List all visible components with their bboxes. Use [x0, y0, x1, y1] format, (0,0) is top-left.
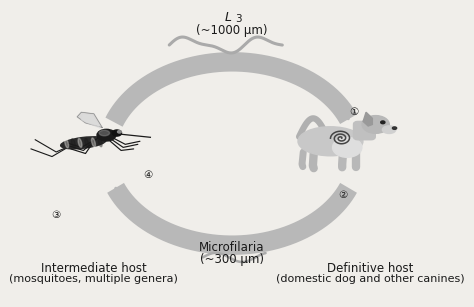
Ellipse shape: [362, 116, 389, 133]
Ellipse shape: [64, 139, 69, 148]
Ellipse shape: [118, 130, 121, 133]
Polygon shape: [77, 112, 102, 127]
Ellipse shape: [333, 138, 362, 157]
Text: ④: ④: [144, 170, 153, 180]
Ellipse shape: [72, 139, 75, 148]
Ellipse shape: [61, 137, 106, 149]
Text: (~300 μm): (~300 μm): [200, 253, 264, 266]
Ellipse shape: [112, 130, 121, 136]
Text: (~1000 μm): (~1000 μm): [196, 24, 268, 37]
Text: ③: ③: [52, 210, 61, 220]
Text: Microfilaria: Microfilaria: [199, 241, 265, 254]
Text: Definitive host: Definitive host: [327, 262, 413, 275]
Text: ②: ②: [338, 190, 347, 200]
Ellipse shape: [298, 127, 363, 156]
Polygon shape: [82, 115, 100, 128]
Ellipse shape: [392, 127, 397, 129]
Ellipse shape: [383, 126, 396, 134]
Ellipse shape: [85, 138, 89, 147]
Ellipse shape: [99, 130, 109, 136]
Ellipse shape: [97, 129, 116, 141]
Text: (mosquitoes, multiple genera): (mosquitoes, multiple genera): [9, 274, 178, 284]
FancyBboxPatch shape: [354, 121, 375, 140]
Ellipse shape: [381, 121, 385, 124]
Text: (domestic dog and other canines): (domestic dog and other canines): [276, 274, 465, 284]
Ellipse shape: [78, 138, 82, 147]
Text: 3: 3: [235, 14, 242, 25]
Text: L: L: [225, 11, 232, 24]
Text: ①: ①: [349, 107, 358, 117]
Polygon shape: [363, 112, 373, 126]
Ellipse shape: [91, 138, 95, 147]
Ellipse shape: [98, 138, 102, 147]
Text: Intermediate host: Intermediate host: [41, 262, 147, 275]
